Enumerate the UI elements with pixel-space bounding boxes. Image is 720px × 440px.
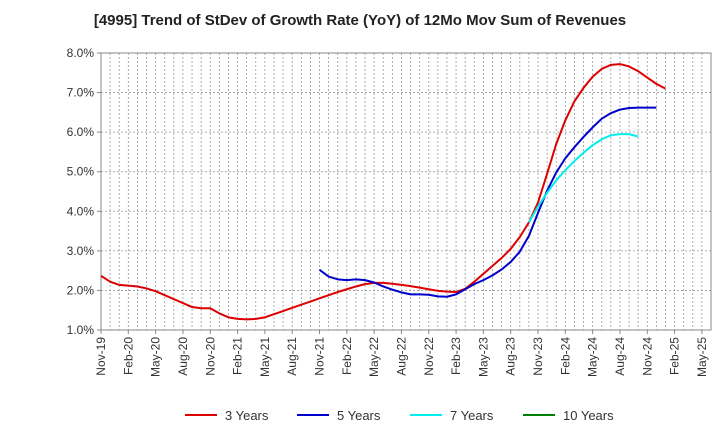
- x-tick-label: Nov-23: [531, 337, 545, 376]
- series-line-7-years: [528, 133, 639, 223]
- x-tick-label: Nov-24: [640, 337, 654, 376]
- series-line-3-years: [100, 63, 666, 321]
- y-tick-label: 7.0%: [67, 86, 95, 100]
- grid-lines: [101, 53, 711, 330]
- plot-frame: [100, 52, 712, 331]
- chart-title: [4995] Trend of StDev of Growth Rate (Yo…: [93, 12, 627, 29]
- y-axis-ticks: 1.0% 2.0% 3.0% 4.0% 5.0% 6.0% 7.0% 8.0%: [67, 46, 101, 337]
- x-tick-label: May-20: [149, 337, 163, 377]
- y-tick-label: 4.0%: [67, 204, 95, 218]
- series-line-5-years: [318, 106, 657, 298]
- x-tick-label: May-25: [695, 337, 709, 377]
- x-tick-label: May-24: [586, 337, 600, 377]
- x-tick-label: Aug-20: [176, 337, 190, 376]
- series-lines: [100, 63, 666, 321]
- y-tick-label: 6.0%: [67, 125, 95, 139]
- x-tick-label: Aug-23: [504, 337, 518, 376]
- y-tick-label: 5.0%: [67, 165, 95, 179]
- x-tick-label: May-22: [367, 337, 381, 377]
- legend-label: 10 Years: [563, 408, 614, 423]
- y-tick-label: 3.0%: [67, 244, 95, 258]
- x-tick-label: Nov-22: [422, 337, 436, 376]
- x-tick-label: Feb-22: [340, 337, 354, 375]
- legend-label: 3 Years: [225, 408, 269, 423]
- x-tick-label: Aug-22: [394, 337, 408, 376]
- legend: 3 Years 5 Years 7 Years 10 Years: [185, 408, 614, 423]
- x-tick-label: Feb-25: [668, 337, 682, 375]
- x-axis-ticks: Nov-19 Feb-20 May-20 Aug-20 Nov-20 Feb-21 May-…: [94, 330, 709, 377]
- axes: [100, 52, 712, 331]
- x-tick-label: Feb-23: [449, 337, 463, 375]
- plot-area: [101, 53, 711, 330]
- x-tick-label: Nov-21: [313, 337, 327, 376]
- x-tick-label: Nov-20: [203, 337, 217, 376]
- y-tick-label: 2.0%: [67, 283, 95, 297]
- legend-label: 5 Years: [337, 408, 381, 423]
- x-tick-label: Aug-24: [613, 337, 627, 376]
- x-tick-label: Feb-24: [558, 337, 572, 375]
- x-tick-label: Feb-21: [231, 337, 245, 375]
- y-tick-label: 8.0%: [67, 46, 95, 60]
- x-tick-label: Aug-21: [285, 337, 299, 376]
- y-tick-label: 1.0%: [67, 323, 95, 337]
- x-tick-label: Nov-19: [94, 337, 108, 376]
- x-tick-label: Feb-20: [121, 337, 135, 375]
- x-tick-label: May-21: [258, 337, 272, 377]
- legend-label: 7 Years: [450, 408, 494, 423]
- x-tick-label: May-23: [476, 337, 490, 377]
